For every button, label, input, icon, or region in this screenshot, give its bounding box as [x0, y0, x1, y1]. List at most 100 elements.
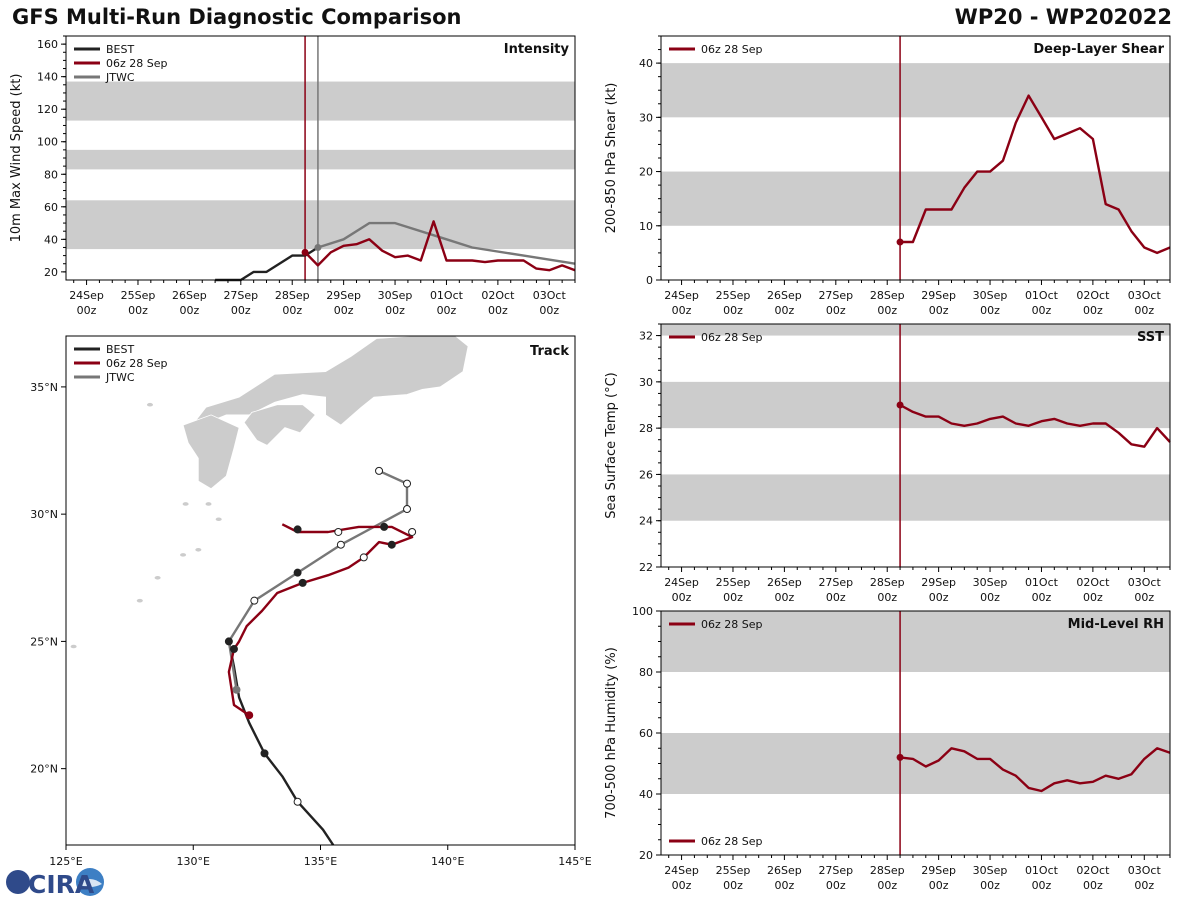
x-tick-day: 26Sep	[767, 576, 802, 589]
x-tick-hour: 00z	[385, 304, 405, 317]
x-tick-day: 02Oct	[481, 289, 515, 302]
y-tick-label: 30	[639, 376, 653, 389]
x-tick-hour: 00z	[1032, 304, 1052, 317]
track-marker-run	[245, 711, 254, 720]
series-line-jtwc	[317, 221, 576, 265]
threshold-band	[66, 200, 575, 250]
threshold-band	[661, 733, 1170, 794]
x-tick-day: 03Oct	[1128, 576, 1162, 589]
y-axis-label: Sea Surface Temp (°C)	[604, 372, 619, 519]
x-tick-day: 03Oct	[1128, 289, 1162, 302]
x-tick-hour: 00z	[929, 879, 949, 892]
legend-label-run: 06z 28 Sep	[701, 43, 763, 56]
island	[292, 425, 299, 430]
y-tick-label: 30	[639, 111, 653, 124]
series-start-point	[301, 248, 309, 256]
lon-tick-label: 130°E	[177, 855, 210, 868]
x-tick-hour: 00z	[723, 304, 743, 317]
x-tick-day: 02Oct	[1076, 576, 1110, 589]
island	[195, 547, 202, 552]
x-tick-hour: 00z	[1134, 591, 1154, 604]
legend-label-run: 06z 28 Sep	[106, 57, 168, 70]
threshold-band	[661, 171, 1170, 226]
y-tick-label: 10	[639, 220, 653, 233]
x-tick-hour: 00z	[775, 304, 795, 317]
track-marker-jtwc	[403, 505, 412, 514]
panel-intensity: 20 40 60 80 100 120 140 160 24Sep 00z 25Sep 00z 26Se…	[9, 35, 576, 317]
threshold-band	[66, 149, 575, 170]
y-tick-label: 24	[639, 515, 653, 528]
x-tick-day: 26Sep	[767, 289, 802, 302]
series-line-run	[899, 403, 1171, 448]
island	[146, 402, 153, 407]
y-axis-label: 700-500 hPa Humidity (%)	[604, 647, 619, 819]
threshold-band	[661, 474, 1170, 521]
x-tick-hour: 00z	[672, 591, 692, 604]
x-tick-hour: 00z	[980, 591, 1000, 604]
island	[205, 502, 212, 506]
legend-label-jtwc: JTWC	[105, 371, 135, 384]
lon-tick-label: 135°E	[304, 855, 337, 868]
y-tick-label: 32	[639, 330, 653, 343]
y-tick-label: 160	[37, 38, 58, 51]
x-tick-hour: 00z	[775, 591, 795, 604]
x-tick-hour: 00z	[672, 879, 692, 892]
x-tick-day: 25Sep	[121, 289, 156, 302]
x-tick-hour: 00z	[488, 304, 508, 317]
island	[182, 502, 189, 506]
island	[70, 644, 77, 649]
track-marker-jtwc	[232, 685, 241, 694]
x-tick-day: 03Oct	[1128, 864, 1162, 877]
track-marker-jtwc	[336, 540, 345, 549]
panel-title: SST	[1137, 330, 1164, 345]
y-tick-label: 60	[639, 727, 653, 740]
lat-tick-label: 25°N	[30, 635, 58, 648]
x-tick-day: 27Sep	[818, 289, 853, 302]
x-tick-hour: 00z	[980, 879, 1000, 892]
track-marker-jtwc	[403, 479, 412, 488]
x-tick-hour: 00z	[929, 304, 949, 317]
y-axis-label: 200-850 hPa Shear (kt)	[604, 83, 619, 234]
x-tick-hour: 00z	[180, 304, 200, 317]
series-start-point	[896, 238, 904, 246]
threshold-band	[66, 81, 575, 121]
legend-label-best: BEST	[106, 43, 134, 56]
y-tick-label: 120	[37, 103, 58, 116]
legend-label-jtwc: JTWC	[105, 71, 135, 84]
track-marker-run	[359, 553, 368, 562]
threshold-band	[661, 381, 1170, 429]
x-tick-day: 29Sep	[921, 289, 956, 302]
y-tick-label: 40	[639, 788, 653, 801]
x-tick-hour: 00z	[929, 591, 949, 604]
track-marker-jtwc	[250, 596, 259, 605]
series-line-run	[900, 94, 1171, 255]
x-tick-day: 29Sep	[921, 864, 956, 877]
track-marker-run	[387, 540, 396, 549]
x-tick-day: 26Sep	[767, 864, 802, 877]
x-tick-hour: 00z	[877, 879, 897, 892]
cira-logo: CIRA	[6, 868, 104, 899]
x-tick-hour: 00z	[1083, 879, 1103, 892]
figure-title: GFS Multi-Run Diagnostic Comparison	[12, 5, 462, 29]
threshold-band	[661, 324, 1170, 336]
x-tick-hour: 00z	[77, 304, 97, 317]
y-tick-label: 100	[632, 605, 653, 618]
track-marker-best	[224, 637, 233, 646]
island	[180, 553, 187, 557]
y-tick-label: 100	[37, 136, 58, 149]
track-marker-run	[293, 525, 302, 534]
y-tick-label: 22	[639, 561, 653, 574]
y-tick-label: 20	[639, 166, 653, 179]
x-tick-day: 29Sep	[921, 576, 956, 589]
x-tick-day: 28Sep	[870, 576, 905, 589]
legend-label-run: 06z 28 Sep	[701, 618, 763, 631]
x-tick-day: 01Oct	[1025, 289, 1059, 302]
x-tick-day: 30Sep	[973, 864, 1008, 877]
x-tick-day: 01Oct	[430, 289, 464, 302]
x-tick-hour: 00z	[877, 591, 897, 604]
x-tick-day: 02Oct	[1076, 864, 1110, 877]
track-marker-jtwc	[293, 568, 302, 577]
panel-rh: 20 40 60 80 100 24Sep 00z 25Sep 00z 26Sep 00z 27Sep…	[604, 605, 1171, 892]
threshold-band	[661, 63, 1170, 118]
